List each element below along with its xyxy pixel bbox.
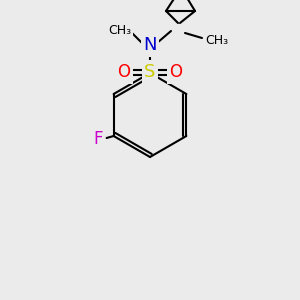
Text: S: S bbox=[144, 63, 156, 81]
Text: F: F bbox=[93, 130, 102, 148]
Text: O: O bbox=[169, 63, 182, 81]
Text: CH₃: CH₃ bbox=[108, 25, 132, 38]
Text: CH₃: CH₃ bbox=[205, 34, 228, 46]
Text: O: O bbox=[118, 63, 130, 81]
Text: N: N bbox=[143, 36, 157, 54]
